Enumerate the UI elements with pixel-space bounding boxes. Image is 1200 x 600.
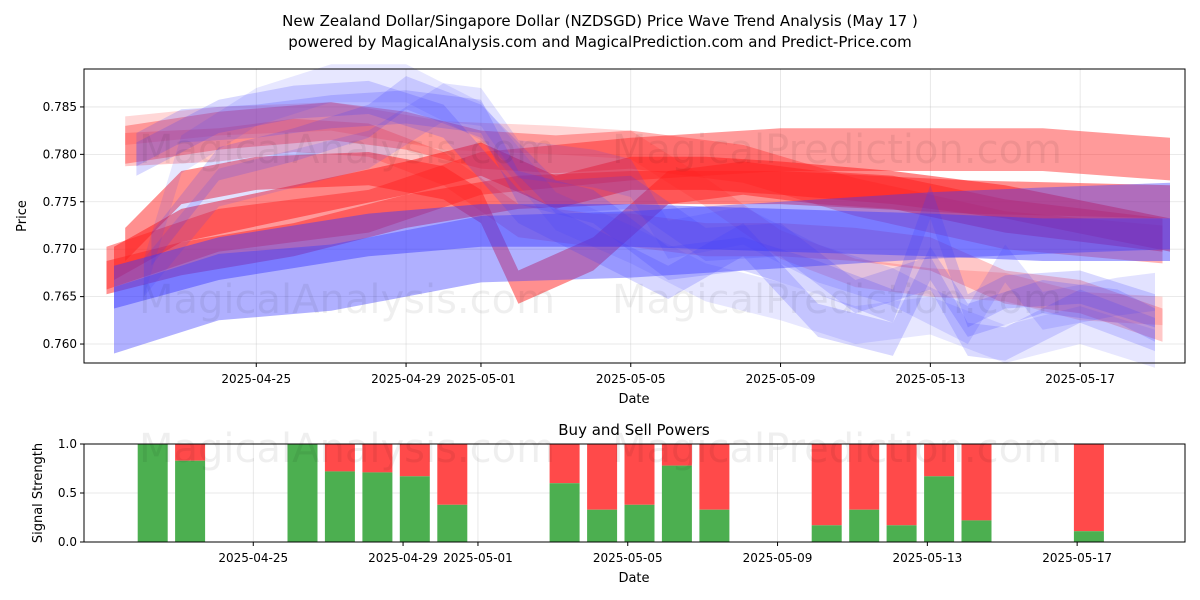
wave-band-red-5 — [125, 152, 1163, 304]
wave-band-blue-8 — [114, 182, 1170, 354]
sell-power-bar-17 — [961, 444, 992, 521]
buy-power-bar-16 — [924, 476, 955, 542]
buy-power-bar-1 — [137, 444, 168, 542]
watermark-analysis-bottom: MagicalAnalysis.com — [139, 426, 555, 472]
wave-band-blue-12 — [151, 76, 1155, 361]
price-y-tick-label-5: 0.785 — [43, 100, 77, 114]
buy-power-bar-12 — [699, 509, 730, 542]
sell-power-bar-6 — [399, 444, 430, 477]
price-wave-panel: MagicalAnalysis.com MagicalPrediction.co… — [15, 64, 1186, 407]
buy-power-bar-8 — [549, 483, 580, 542]
signal-y-tick-label-0: 0.0 — [58, 535, 77, 549]
wave-band-blue-11 — [136, 90, 1155, 328]
buy-power-bar-6 — [399, 476, 430, 542]
wave-band-blue-13 — [143, 83, 1155, 344]
price-x-tick-label-4: 2025-05-09 — [746, 372, 816, 386]
buy-power-bar-7 — [437, 504, 468, 542]
signal-x-tick-label-2: 2025-05-01 — [443, 551, 513, 565]
wave-band-red-6 — [125, 118, 1163, 342]
sell-power-bar-8 — [549, 444, 580, 484]
watermark-prediction-top: MagicalPrediction.com — [612, 127, 1062, 173]
watermark-prediction-mid: MagicalPrediction.com — [612, 277, 1062, 323]
signal-y-tick-label-1: 0.5 — [58, 486, 77, 500]
sell-power-bar-16 — [924, 444, 955, 477]
price-x-tick-label-0: 2025-04-25 — [221, 372, 291, 386]
price-plot-frame — [83, 68, 1186, 364]
signal-x-ticks: 2025-04-25 2025-04-29 2025-05-01 2025-05-05… — [218, 542, 1112, 565]
buy-power-bar-17 — [961, 520, 992, 542]
sell-power-bar-18 — [1073, 444, 1104, 532]
price-x-tick-label-1: 2025-04-29 — [371, 372, 441, 386]
price-x-tick-label-2: 2025-05-01 — [446, 372, 516, 386]
buy-power-bar-3 — [287, 444, 318, 542]
watermark-analysis-mid: MagicalAnalysis.com — [139, 277, 555, 323]
signal-chart-title: Buy and Sell Powers — [558, 421, 710, 439]
signal-x-axis-label: Date — [618, 571, 649, 586]
price-x-tick-label-6: 2025-05-17 — [1045, 372, 1115, 386]
sell-power-bar-12 — [699, 444, 730, 510]
price-y-tick-label-3: 0.775 — [43, 195, 77, 209]
price-y-ticks: 0.760 0.765 0.770 0.775 0.780 0.785 — [43, 100, 84, 351]
signal-x-tick-label-1: 2025-04-29 — [368, 551, 438, 565]
chart-title-line1: New Zealand Dollar/Singapore Dollar (NZD… — [282, 12, 918, 30]
buy-power-bar-11 — [661, 465, 692, 542]
sell-power-bar-11 — [661, 444, 692, 466]
signal-y-tick-label-2: 1.0 — [58, 437, 77, 451]
sell-power-bar-10 — [624, 444, 655, 505]
wave-band-blue-14 — [143, 64, 1155, 368]
wave-band-blue-10 — [136, 80, 1155, 356]
price-x-tick-label-3: 2025-05-05 — [596, 372, 666, 386]
price-x-tick-label-5: 2025-05-13 — [895, 372, 965, 386]
sell-power-bar-14 — [849, 444, 880, 510]
sell-power-bar-9 — [587, 444, 618, 510]
buy-power-bar-15 — [886, 525, 917, 542]
sell-power-bar-13 — [811, 444, 842, 526]
signal-x-tick-label-0: 2025-04-25 — [218, 551, 288, 565]
watermark-analysis-top: MagicalAnalysis.com — [139, 127, 555, 173]
chart-title-line2: powered by MagicalAnalysis.com and Magic… — [288, 33, 912, 51]
signal-bars — [137, 444, 1104, 542]
sell-power-bar-15 — [886, 444, 917, 526]
wave-band-red-4 — [125, 102, 1163, 264]
wave-band-red-7 — [125, 102, 1163, 326]
sell-power-bar-7 — [437, 444, 468, 505]
price-x-ticks: 2025-04-25 2025-04-29 2025-05-01 2025-05-05… — [221, 363, 1115, 386]
price-y-tick-label-1: 0.765 — [43, 290, 77, 304]
signal-y-axis-label: Signal Strength — [31, 443, 46, 543]
signal-x-tick-label-3: 2025-05-05 — [593, 551, 663, 565]
buy-power-bar-13 — [811, 525, 842, 542]
buy-power-bar-10 — [624, 504, 655, 542]
buy-power-bar-5 — [362, 472, 393, 542]
price-y-axis-label: Price — [15, 200, 30, 232]
wave-band-red-1 — [106, 128, 1170, 290]
signal-panel: Buy and Sell Powers MagicalAnalysis.com … — [31, 421, 1186, 586]
wave-band-blue-9 — [114, 204, 1170, 309]
price-y-tick-label-2: 0.770 — [43, 242, 77, 256]
signal-x-tick-label-4: 2025-05-09 — [743, 551, 813, 565]
sell-power-bar-5 — [362, 444, 393, 473]
price-y-tick-label-0: 0.760 — [43, 337, 77, 351]
buy-power-bar-4 — [324, 471, 355, 542]
sell-power-bar-4 — [324, 444, 355, 472]
signal-x-tick-label-6: 2025-05-17 — [1042, 551, 1112, 565]
price-wave-bands — [106, 64, 1170, 368]
watermark-prediction-bottom: MagicalPrediction.com — [612, 426, 1062, 472]
buy-power-bar-18 — [1073, 531, 1104, 542]
signal-x-tick-label-5: 2025-05-13 — [892, 551, 962, 565]
buy-power-bar-14 — [849, 509, 880, 542]
price-x-axis-label: Date — [618, 392, 649, 407]
sell-power-bar-2 — [175, 444, 206, 461]
price-y-tick-label-4: 0.780 — [43, 147, 77, 161]
signal-y-ticks: 0.0 0.5 1.0 — [58, 437, 84, 549]
buy-power-bar-2 — [175, 460, 206, 542]
buy-power-bar-9 — [587, 509, 618, 542]
